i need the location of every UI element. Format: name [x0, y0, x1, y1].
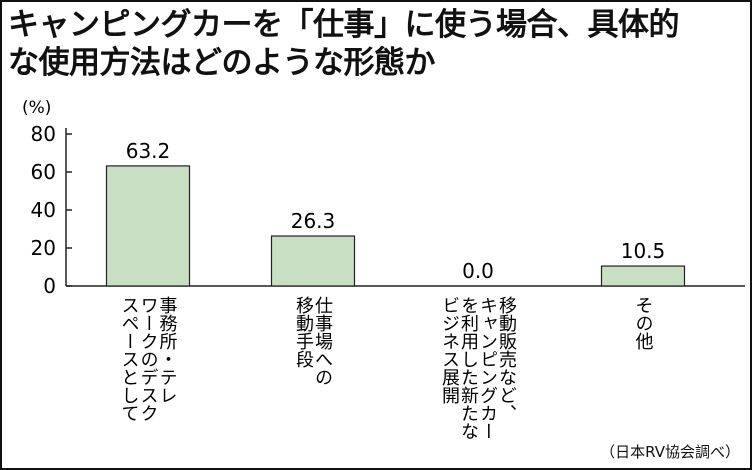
value-label: 0.0: [462, 259, 494, 283]
y-tick-label: 0: [43, 274, 56, 298]
bar: [105, 165, 191, 287]
y-tick-label: 40: [31, 198, 56, 222]
category-label-line: 移動手段: [293, 296, 314, 368]
category-label-line: 仕事場への: [312, 296, 333, 386]
y-tick-label: 20: [31, 236, 56, 260]
bars: [105, 165, 686, 287]
y-tick-label: 80: [31, 122, 56, 146]
category-label-line: ビジネス展開: [439, 296, 460, 404]
bar: [600, 265, 686, 287]
y-axis-unit-label: (%): [22, 98, 51, 118]
y-axis: 0 20 40 60 80: [31, 122, 745, 298]
value-label: 10.5: [621, 239, 666, 263]
value-label: 26.3: [291, 209, 336, 233]
category-label-line: 移動販売など、: [496, 296, 517, 422]
category-label-line: を利用した新たな: [458, 296, 479, 440]
category-label-line: キャンピングカー: [477, 296, 498, 440]
category-label-line: スペースとして: [119, 296, 140, 422]
category-label-line: 事務所・テレ: [157, 296, 178, 404]
category-label-line: その他: [633, 296, 654, 350]
chart-title-line-2: な使用方法はどのような形態か: [8, 45, 436, 81]
value-label: 63.2: [126, 139, 171, 163]
value-labels: 63.2 26.3 0.0 10.5: [126, 139, 666, 283]
source-note: （日本RV協会調べ）: [600, 443, 740, 461]
y-tick-label: 60: [31, 160, 56, 184]
bar: [270, 235, 356, 287]
chart-title-line-1: キャンピングカーを「仕事」に使う場合、具体的: [8, 7, 680, 43]
category-label-line: ワークのデスク: [138, 296, 159, 422]
